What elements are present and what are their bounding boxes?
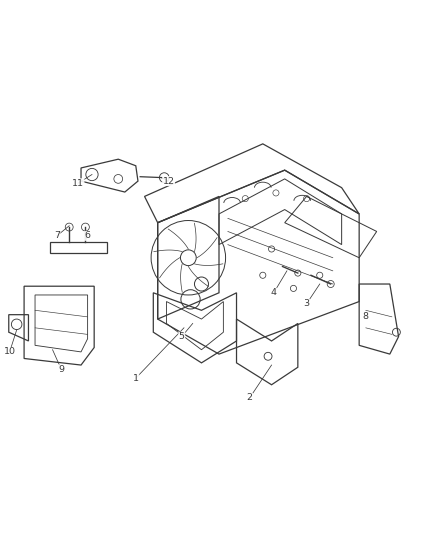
Text: 3: 3: [304, 299, 310, 308]
Text: 7: 7: [54, 231, 60, 240]
Text: 2: 2: [247, 393, 253, 402]
Text: 6: 6: [85, 231, 91, 240]
Text: 8: 8: [363, 312, 369, 321]
Text: 12: 12: [162, 176, 175, 185]
Text: 1: 1: [133, 374, 139, 383]
Text: 9: 9: [58, 365, 64, 374]
Text: 4: 4: [271, 288, 277, 297]
Text: 11: 11: [72, 179, 84, 188]
Text: 5: 5: [179, 332, 185, 341]
Text: 10: 10: [4, 348, 16, 357]
